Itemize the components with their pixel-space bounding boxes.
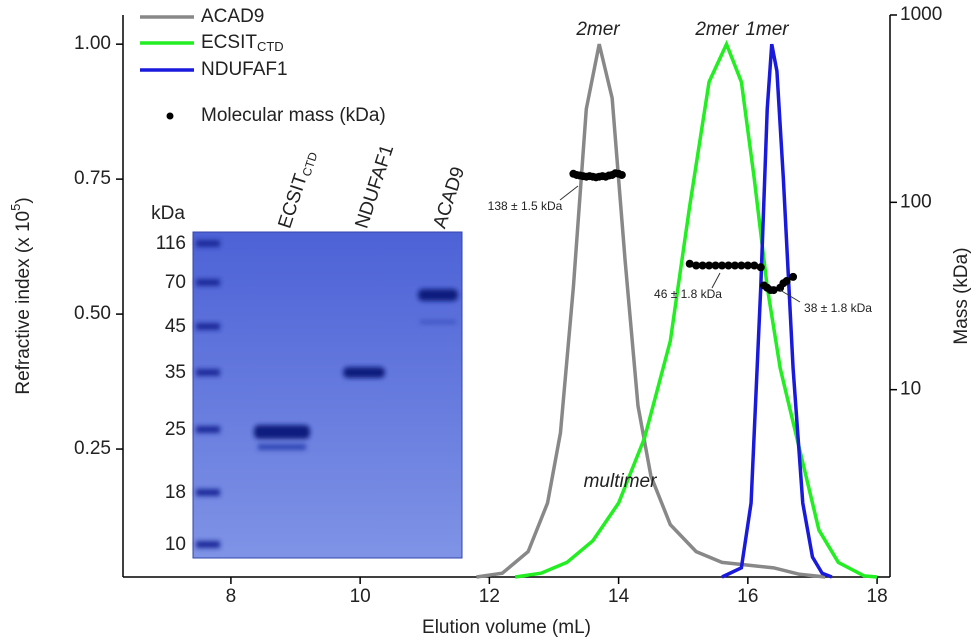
y2-tick-label: 1000 (900, 4, 942, 25)
gel-marker-label: 25 (165, 419, 186, 440)
text-part: ECSIT (275, 171, 312, 231)
y2-tick-label: 10 (900, 379, 921, 400)
gel-lane-label: ACAD9 (430, 164, 470, 231)
annotation: 2mer (575, 19, 620, 40)
leader (779, 289, 801, 303)
mass-point (717, 261, 726, 270)
text-part: ECSIT (201, 32, 257, 53)
gel-marker-label: 116 (156, 233, 186, 254)
annotation: 2mer (694, 19, 739, 40)
text-part: NDUFAF1 (201, 59, 288, 80)
line-series (721, 43, 833, 579)
mass-point (737, 261, 746, 270)
legend-swatch (166, 112, 174, 120)
gel-marker-label: 70 (165, 272, 186, 293)
text-part: CTD (257, 39, 284, 54)
gel (192, 231, 463, 559)
annotation: 1mer (745, 19, 789, 40)
gel-lane-label: ECSITCTD (275, 148, 321, 232)
x-tick-label: 10 (350, 586, 371, 607)
gel-image (192, 231, 463, 559)
y-tick-label: 0.50 (74, 303, 111, 324)
y2-axis-label: Mass (kDa) (951, 247, 972, 344)
line-series (514, 39, 878, 579)
mass-point (685, 259, 694, 268)
mass-point (692, 261, 701, 270)
gel-marker-label: 35 (165, 362, 186, 383)
mass-point (705, 261, 714, 270)
mass-point (617, 170, 626, 179)
text-part: ACAD9 (430, 164, 470, 231)
gel-marker-label: 10 (165, 534, 186, 555)
leader (559, 185, 579, 201)
annotation: 46 ± 1.8 kDa (654, 287, 722, 301)
mass-point (743, 261, 752, 270)
y-tick-label: 0.25 (74, 438, 111, 459)
x-axis-label: Elution volume (mL) (422, 617, 591, 638)
y-tick-label: 1.00 (74, 33, 111, 54)
text-part: Molecular mass (kDa) (201, 105, 386, 126)
text-part: ) (13, 197, 34, 203)
x-tick-label: 8 (226, 586, 237, 607)
mass-point (782, 277, 791, 286)
x-tick-label: 12 (479, 586, 500, 607)
text-part: NDUFAF1 (352, 142, 399, 231)
gel-lane-label: NDUFAF1 (352, 142, 399, 231)
x-tick-label: 16 (737, 586, 758, 607)
mass-point (711, 261, 720, 270)
leader (711, 272, 721, 289)
legend-label: Molecular mass (kDa) (201, 105, 386, 126)
line-series (476, 43, 826, 579)
mass-point (724, 261, 733, 270)
gel-unit: kDa (151, 203, 185, 224)
legend-label: ACAD9 (201, 6, 264, 27)
y-axis-label: Refractive index (x 105) (8, 197, 34, 394)
gel-bands (196, 240, 458, 548)
legend-label: ECSITCTD (201, 32, 284, 54)
annotation: 38 ± 1.8 kDa (804, 301, 872, 315)
gel-marker-label: 18 (165, 482, 186, 503)
text-part: Refractive index (x 10 (13, 211, 34, 395)
y2-tick-label: 100 (900, 191, 932, 212)
mass-point (750, 261, 759, 270)
gel-marker-label: 45 (165, 316, 186, 337)
x-tick-label: 18 (867, 586, 888, 607)
mass-point (730, 261, 739, 270)
y-tick-label: 0.75 (74, 168, 111, 189)
annotation: multimer (584, 471, 658, 492)
annotation: 138 ± 1.5 kDa (488, 199, 563, 213)
text-part: CTD (300, 150, 321, 178)
mass-point (789, 272, 798, 281)
x-tick-label: 14 (608, 586, 630, 607)
text-part: 5 (8, 204, 23, 211)
text-part: ACAD9 (201, 6, 264, 27)
mass-point (756, 263, 765, 272)
legend-label: NDUFAF1 (201, 59, 288, 80)
mass-point (698, 261, 707, 270)
mass-point (769, 286, 778, 295)
